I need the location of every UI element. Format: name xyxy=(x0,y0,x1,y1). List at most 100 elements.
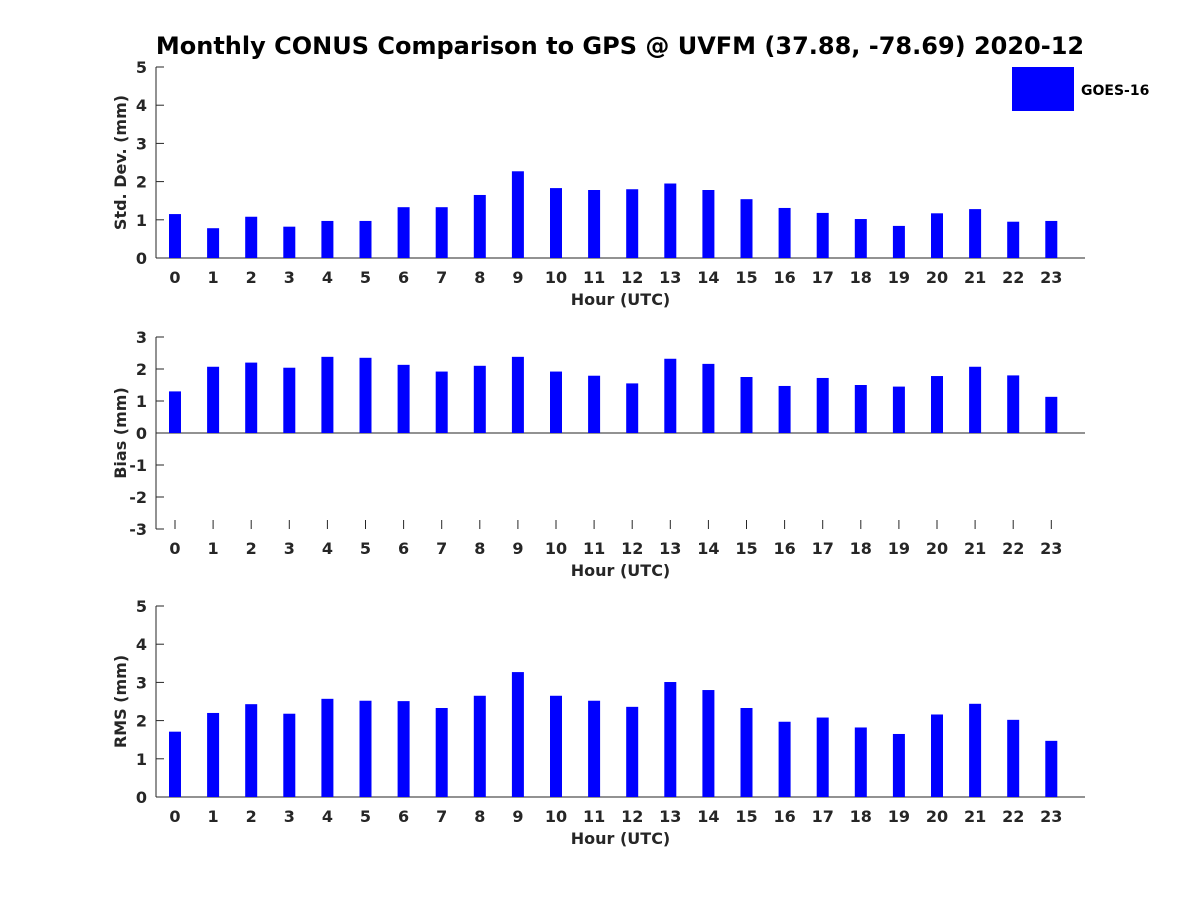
x-tick-label: 18 xyxy=(850,268,872,287)
x-tick-label: 17 xyxy=(812,807,834,826)
y-tick-label: 5 xyxy=(136,597,147,616)
x-tick-label: 14 xyxy=(697,807,719,826)
y-tick-label: 3 xyxy=(136,673,147,692)
bar-hour-9 xyxy=(511,672,524,797)
x-tick-label: 15 xyxy=(735,268,757,287)
bar-hour-0 xyxy=(169,214,181,258)
bar-hour-16 xyxy=(778,385,791,433)
bar-hour-20 xyxy=(931,714,943,797)
x-tick-label: 4 xyxy=(322,807,333,826)
bar-hour-18 xyxy=(854,727,867,797)
x-tick-label: 12 xyxy=(621,268,643,287)
bar-hour-12 xyxy=(626,383,639,433)
x-tick-label: 18 xyxy=(850,807,872,826)
x-tick-label: 22 xyxy=(1002,539,1024,558)
x-tick-label: 21 xyxy=(964,268,986,287)
bar-hour-5 xyxy=(359,220,372,258)
bar-hour-5 xyxy=(359,357,372,433)
x-axis-label: Hour (UTC) xyxy=(571,561,671,580)
x-tick-label: 3 xyxy=(284,807,295,826)
x-tick-label: 7 xyxy=(436,807,447,826)
bar-hour-12 xyxy=(626,706,639,797)
y-tick-label: 5 xyxy=(136,58,147,77)
x-tick-label: 15 xyxy=(735,807,757,826)
bar-hour-2 xyxy=(245,362,258,433)
x-tick-label: 5 xyxy=(360,268,371,287)
bar-hour-13 xyxy=(664,183,677,258)
bar-hour-21 xyxy=(969,209,982,258)
x-tick-label: 17 xyxy=(812,539,834,558)
bar-hour-14 xyxy=(702,690,715,797)
bar-hour-16 xyxy=(778,721,791,797)
bar-hour-6 xyxy=(397,364,410,433)
y-tick-label: -2 xyxy=(129,488,147,507)
x-tick-label: 20 xyxy=(926,807,948,826)
bar-hour-3 xyxy=(283,226,296,258)
bar-hour-2 xyxy=(245,216,258,258)
x-axis-label: Hour (UTC) xyxy=(571,829,671,848)
x-tick-label: 19 xyxy=(888,807,910,826)
bar-hour-0 xyxy=(169,731,181,797)
y-tick-label: 2 xyxy=(136,712,147,731)
legend-swatch xyxy=(1012,67,1074,111)
x-tick-label: 8 xyxy=(474,268,485,287)
bar-hour-20 xyxy=(931,213,943,258)
bar-hour-5 xyxy=(359,700,372,797)
bar-hour-10 xyxy=(550,695,562,797)
bar-hour-15 xyxy=(740,199,753,258)
x-tick-label: 22 xyxy=(1002,268,1024,287)
x-tick-label: 16 xyxy=(773,268,795,287)
x-tick-label: 0 xyxy=(169,268,180,287)
bar-hour-18 xyxy=(854,385,867,433)
x-tick-label: 5 xyxy=(360,539,371,558)
x-axis-label: Hour (UTC) xyxy=(571,290,671,309)
x-tick-label: 11 xyxy=(583,539,605,558)
x-tick-label: 6 xyxy=(398,807,409,826)
x-tick-label: 19 xyxy=(888,539,910,558)
x-tick-label: 9 xyxy=(512,807,523,826)
bar-hour-4 xyxy=(321,220,334,258)
bar-hour-17 xyxy=(816,212,829,258)
x-tick-label: 6 xyxy=(398,268,409,287)
bar-hour-10 xyxy=(550,188,562,258)
x-tick-label: 2 xyxy=(246,807,257,826)
y-tick-label: 1 xyxy=(136,392,147,411)
bar-hour-19 xyxy=(892,386,905,433)
x-tick-label: 10 xyxy=(545,268,567,287)
y-tick-label: -3 xyxy=(129,520,147,539)
x-tick-label: 19 xyxy=(888,268,910,287)
bar-hour-9 xyxy=(511,356,524,433)
y-tick-label: 3 xyxy=(136,134,147,153)
x-tick-label: 22 xyxy=(1002,807,1024,826)
bar-hour-7 xyxy=(435,207,448,258)
bar-hour-16 xyxy=(778,207,791,258)
bar-hour-11 xyxy=(588,375,601,433)
x-tick-label: 13 xyxy=(659,268,681,287)
bar-hour-7 xyxy=(435,371,448,433)
x-tick-label: 7 xyxy=(436,268,447,287)
y-tick-label: 1 xyxy=(136,750,147,769)
x-tick-label: 20 xyxy=(926,539,948,558)
bar-hour-1 xyxy=(207,366,220,433)
x-tick-label: 3 xyxy=(284,268,295,287)
x-tick-label: 23 xyxy=(1040,539,1062,558)
x-tick-label: 14 xyxy=(697,268,719,287)
bar-hour-11 xyxy=(588,700,601,797)
y-tick-label: 3 xyxy=(136,328,147,347)
bar-hour-15 xyxy=(740,707,753,797)
x-tick-label: 18 xyxy=(850,539,872,558)
bar-hour-17 xyxy=(816,717,829,797)
x-tick-label: 12 xyxy=(621,539,643,558)
bar-hour-22 xyxy=(1007,719,1020,797)
bar-hour-9 xyxy=(511,171,524,258)
y-tick-label: 4 xyxy=(136,635,147,654)
x-tick-label: 2 xyxy=(246,268,257,287)
bar-hour-18 xyxy=(854,219,867,258)
bar-hour-13 xyxy=(664,682,677,797)
y-tick-label: 1 xyxy=(136,211,147,230)
x-tick-label: 5 xyxy=(360,807,371,826)
bar-hour-22 xyxy=(1007,375,1020,433)
bar-hour-22 xyxy=(1007,221,1020,258)
